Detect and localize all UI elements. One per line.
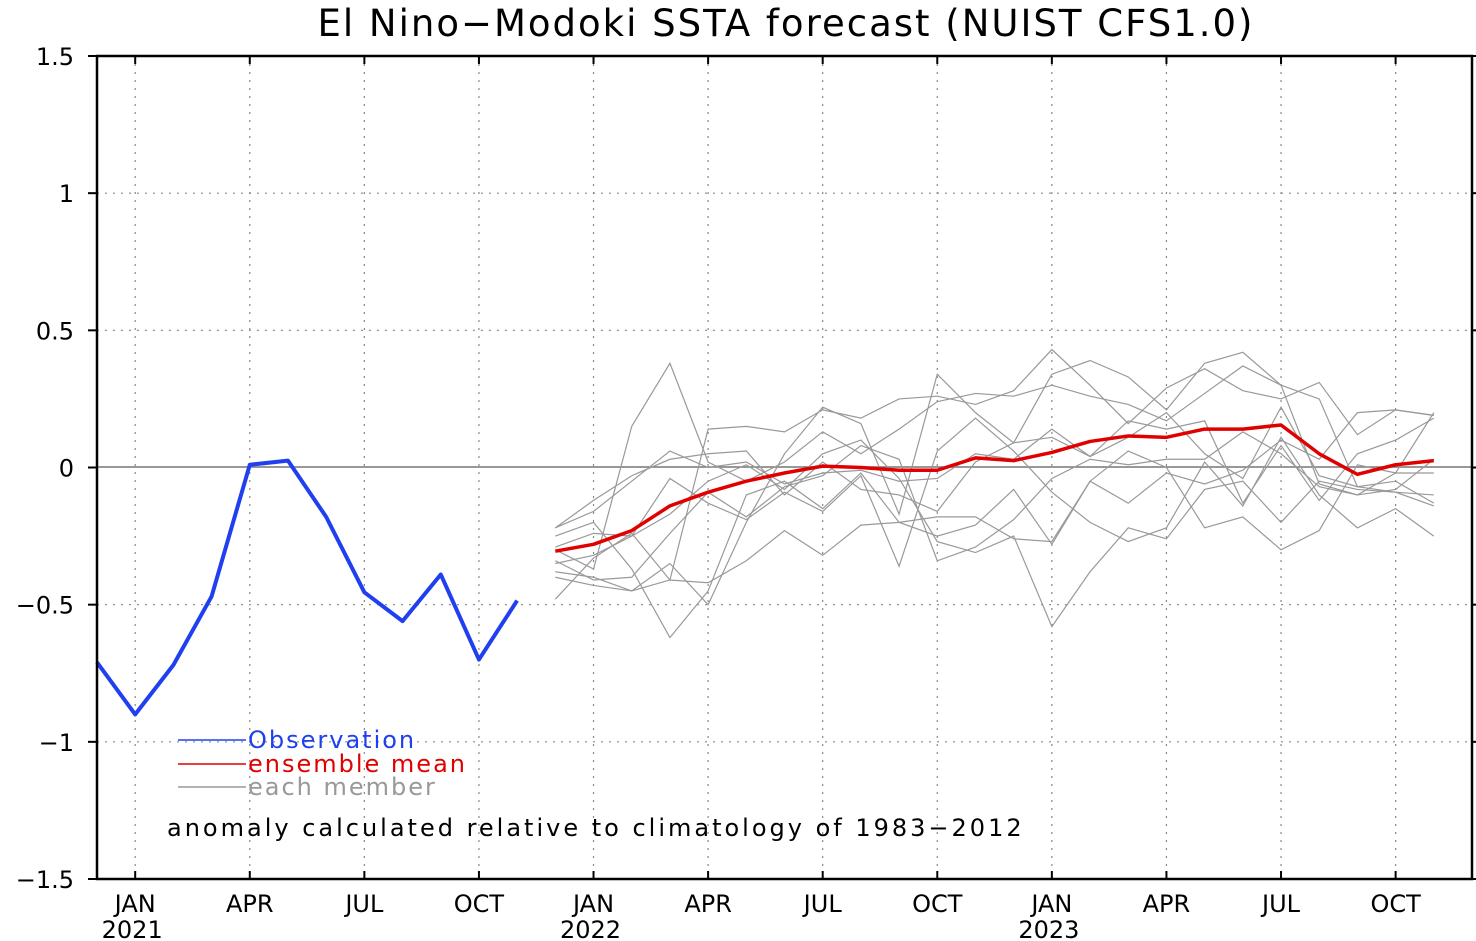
y-tick-label: 1 bbox=[59, 180, 74, 208]
y-tick-label: 0.5 bbox=[36, 317, 74, 345]
ensemble-mean-line bbox=[555, 423, 1434, 553]
legend-ensemble-mean-label: ensemble mean bbox=[248, 750, 467, 778]
legend-each-member-label: each member bbox=[248, 773, 437, 801]
y-axis: 1.5 1 0.5 0 −0.5 −1 −1.5 bbox=[16, 43, 1476, 894]
member-line bbox=[555, 431, 1435, 581]
legend: Observation ensemble mean each member bbox=[178, 726, 467, 801]
x-tick-label: JAN bbox=[571, 890, 614, 918]
x-tick-label: OCT bbox=[1370, 890, 1421, 918]
y-tick-label: 0 bbox=[59, 455, 74, 483]
member-lines bbox=[554, 348, 1435, 639]
member-line bbox=[555, 409, 1434, 592]
member-line bbox=[555, 405, 1435, 529]
observation-line bbox=[95, 458, 519, 717]
y-tick-label: −1 bbox=[39, 729, 74, 757]
x-tick-label: OCT bbox=[912, 890, 963, 918]
x-year-label: 2023 bbox=[1018, 916, 1079, 941]
y-tick-label: 1.5 bbox=[36, 43, 74, 71]
member-line bbox=[554, 348, 1434, 600]
member-line bbox=[555, 361, 1435, 570]
x-tick-label: APR bbox=[226, 890, 274, 918]
x-tick-label: JAN bbox=[113, 890, 156, 918]
chart-title: El Nino−Modoki SSTA forecast (NUIST CFS1… bbox=[318, 2, 1255, 45]
climatology-note: anomaly calculated relative to climatolo… bbox=[167, 814, 1025, 842]
x-tick-label: OCT bbox=[454, 890, 505, 918]
y-tick-label: −1.5 bbox=[16, 866, 74, 894]
ensemble-mean-series bbox=[555, 423, 1434, 553]
legend-observation-label: Observation bbox=[248, 726, 416, 754]
x-tick-label: JUL bbox=[802, 890, 843, 918]
member-line bbox=[555, 417, 1435, 568]
grid bbox=[97, 56, 1472, 879]
x-tick-label: APR bbox=[1143, 890, 1191, 918]
member-line bbox=[555, 450, 1434, 639]
y-tick-label: −0.5 bbox=[16, 592, 74, 620]
member-line bbox=[555, 439, 1434, 628]
x-tick-label: JAN bbox=[1029, 890, 1072, 918]
x-tick-label: JUL bbox=[1260, 890, 1301, 918]
x-tick-label: JUL bbox=[343, 890, 384, 918]
x-tick-label: APR bbox=[684, 890, 732, 918]
x-year-label: 2021 bbox=[102, 916, 163, 941]
x-year-label: 2022 bbox=[560, 916, 621, 941]
observation-series bbox=[95, 458, 519, 717]
